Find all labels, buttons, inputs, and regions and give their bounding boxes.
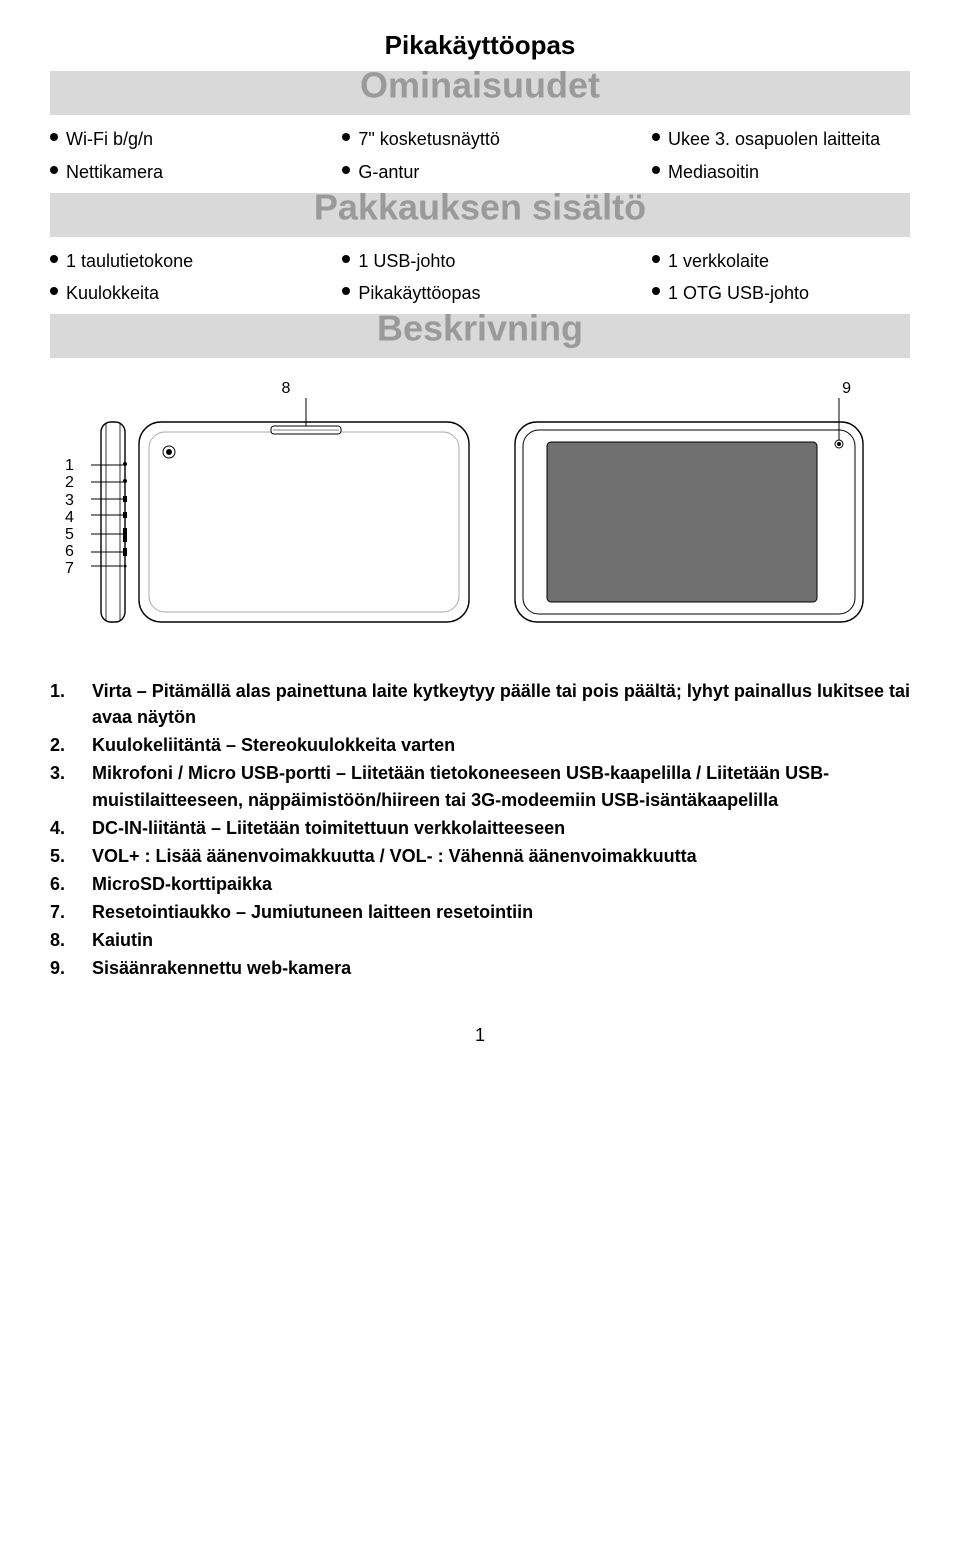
- feature-text: Wi-Fi b/g/n: [66, 125, 153, 154]
- callout-label-9: 9: [842, 380, 851, 398]
- desc-text: MicroSD-korttipaikka: [92, 871, 910, 897]
- desc-num: 2.: [50, 732, 70, 758]
- desc-num: 1.: [50, 678, 70, 730]
- desc-num: 4.: [50, 815, 70, 841]
- callout-label: 3: [65, 493, 74, 510]
- section-bar-description: Beskrivning: [50, 314, 910, 358]
- bullet-icon: [50, 255, 58, 263]
- callout-label: 7: [65, 561, 74, 578]
- desc-item: 9. Sisäänrakennettu web-kamera: [50, 955, 910, 981]
- desc-text: Virta – Pitämällä alas painettuna laite …: [92, 678, 910, 730]
- desc-item: 2. Kuulokeliitäntä – Stereokuulokkeita va…: [50, 732, 910, 758]
- bullet-icon: [342, 287, 350, 295]
- feature-text: Mediasoitin: [668, 158, 759, 187]
- callout-label: 4: [65, 510, 74, 527]
- desc-text: Kaiutin: [92, 927, 910, 953]
- bullet-icon: [342, 166, 350, 174]
- package-text: Pikakäyttöopas: [358, 279, 480, 308]
- section-heading-description: Beskrivning: [377, 308, 583, 350]
- desc-num: 9.: [50, 955, 70, 981]
- desc-item: 6. MicroSD-korttipaikka: [50, 871, 910, 897]
- desc-item: 8. Kaiutin: [50, 927, 910, 953]
- package-text: 1 taulutietokone: [66, 247, 193, 276]
- desc-item: 5. VOL+ : Lisää äänenvoimakkuutta / VOL- …: [50, 843, 910, 869]
- section-heading-package: Pakkauksen sisältö: [314, 186, 646, 228]
- desc-num: 5.: [50, 843, 70, 869]
- page-number: 1: [50, 1025, 910, 1046]
- section-bar-features: Ominaisuudet: [50, 71, 910, 115]
- package-text: Kuulokkeita: [66, 279, 159, 308]
- bullet-icon: [342, 255, 350, 263]
- callout-label: 6: [65, 544, 74, 561]
- bullet-icon: [652, 166, 660, 174]
- bullet-icon: [342, 133, 350, 141]
- desc-num: 6.: [50, 871, 70, 897]
- bullet-icon: [50, 287, 58, 295]
- desc-num: 8.: [50, 927, 70, 953]
- feature-text: Ukee 3. osapuolen laitteita: [668, 125, 880, 154]
- desc-text: Resetointiaukko – Jumiutuneen laitteen r…: [92, 899, 910, 925]
- bullet-icon: [50, 166, 58, 174]
- desc-item: 1. Virta – Pitämällä alas painettuna lait…: [50, 678, 910, 730]
- desc-num: 7.: [50, 899, 70, 925]
- package-row: 1 taulutietokone 1 USB-johto 1 verkkolai…: [50, 247, 910, 276]
- desc-text: Mikrofoni / Micro USB-portti – Liitetään…: [92, 760, 910, 812]
- desc-text: VOL+ : Lisää äänenvoimakkuutta / VOL- : …: [92, 843, 910, 869]
- desc-item: 4. DC-IN-liitäntä – Liitetään toimitettuu…: [50, 815, 910, 841]
- page-title: Pikakäyttöopas: [50, 30, 910, 61]
- callout-label: 5: [65, 527, 74, 544]
- side-callout-labels: 1 2 3 4 5 6 7: [65, 458, 74, 578]
- desc-num: 3.: [50, 760, 70, 812]
- callout-label: 2: [65, 475, 74, 492]
- desc-item: 3. Mikrofoni / Micro USB-portti – Liitetä…: [50, 760, 910, 812]
- package-text: 1 verkkolaite: [668, 247, 769, 276]
- bullet-icon: [652, 287, 660, 295]
- package-row: Kuulokkeita Pikakäyttöopas 1 OTG USB-joh…: [50, 279, 910, 308]
- feature-text: 7" kosketusnäyttö: [358, 125, 499, 154]
- desc-text: DC-IN-liitäntä – Liitetään toimitettuun …: [92, 815, 910, 841]
- bullet-icon: [652, 255, 660, 263]
- bullet-icon: [50, 133, 58, 141]
- device-diagram: 8 1 2 3 4 5 6 7: [50, 384, 910, 644]
- desc-item: 7. Resetointiaukko – Jumiutuneen laitteen…: [50, 899, 910, 925]
- device-front-view: 9: [509, 384, 869, 644]
- package-text: 1 OTG USB-johto: [668, 279, 809, 308]
- bullet-icon: [652, 133, 660, 141]
- callout-label: 1: [65, 458, 74, 475]
- section-heading-features: Ominaisuudet: [360, 64, 600, 106]
- package-text: 1 USB-johto: [358, 247, 455, 276]
- feature-text: G-antur: [358, 158, 419, 187]
- feature-row: Wi-Fi b/g/n 7" kosketusnäyttö Ukee 3. os…: [50, 125, 910, 154]
- desc-text: Kuulokeliitäntä – Stereokuulokkeita vart…: [92, 732, 910, 758]
- feature-text: Nettikamera: [66, 158, 163, 187]
- feature-row: Nettikamera G-antur Mediasoitin: [50, 158, 910, 187]
- description-list: 1. Virta – Pitämällä alas painettuna lait…: [50, 678, 910, 981]
- callout-label-8: 8: [282, 380, 291, 398]
- device-back-view: 8 1 2 3 4 5 6 7: [91, 384, 481, 644]
- section-bar-package: Pakkauksen sisältö: [50, 193, 910, 237]
- desc-text: Sisäänrakennettu web-kamera: [92, 955, 910, 981]
